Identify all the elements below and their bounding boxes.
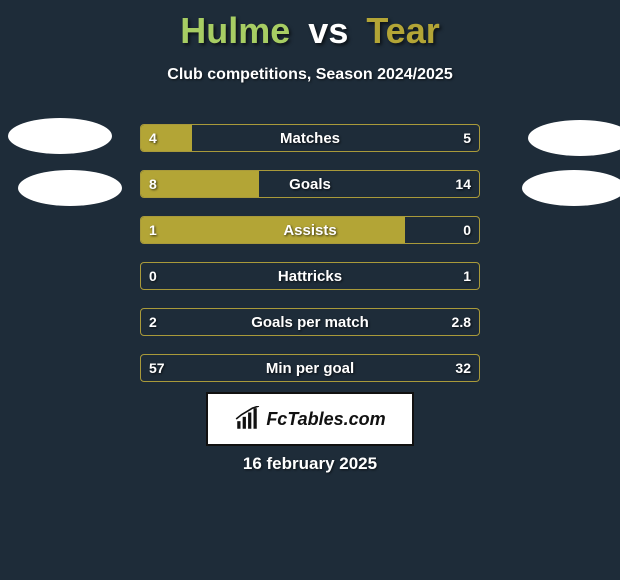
stat-row: 5732Min per goal [140, 354, 480, 382]
stat-label: Hattricks [141, 263, 479, 289]
bar-chart-icon [234, 406, 260, 432]
source-badge: FcTables.com [206, 392, 414, 446]
title-vs: vs [308, 10, 348, 51]
stat-label: Goals [141, 171, 479, 197]
player1-badge-bottom [18, 170, 122, 206]
stat-row: 01Hattricks [140, 262, 480, 290]
page-title: Hulme vs Tear [0, 0, 620, 52]
stat-label: Goals per match [141, 309, 479, 335]
player2-badge-bottom [522, 170, 620, 206]
title-player1: Hulme [180, 10, 290, 51]
player1-badge-top [8, 118, 112, 154]
comparison-rows: 45Matches 814Goals 10Assists 01Hattricks 22.… [140, 124, 480, 400]
source-badge-text: FcTables.com [266, 409, 385, 430]
date-label: 16 february 2025 [0, 454, 620, 474]
stat-row: 22.8Goals per match [140, 308, 480, 336]
stat-label: Matches [141, 125, 479, 151]
stat-row: 10Assists [140, 216, 480, 244]
title-player2: Tear [366, 10, 439, 51]
stat-row: 814Goals [140, 170, 480, 198]
stat-label: Assists [141, 217, 479, 243]
subtitle: Club competitions, Season 2024/2025 [0, 66, 620, 84]
stat-label: Min per goal [141, 355, 479, 381]
player2-badge-top [528, 120, 620, 156]
stat-row: 45Matches [140, 124, 480, 152]
